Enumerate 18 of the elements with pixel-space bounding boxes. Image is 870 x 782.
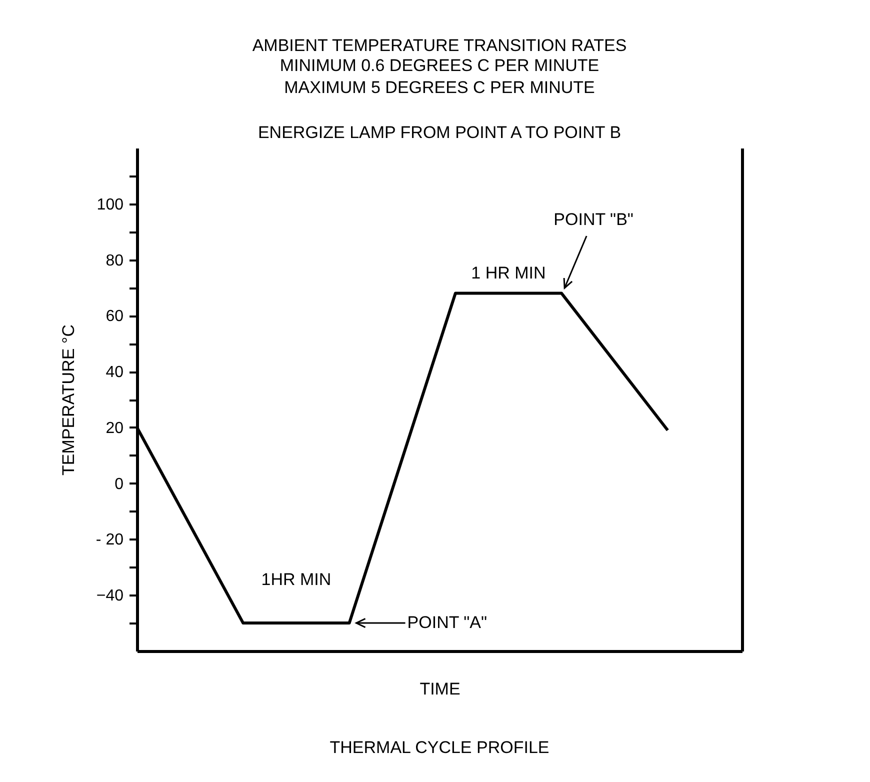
y-tick-label: 40 (106, 364, 124, 382)
y-tick-label: 80 (106, 252, 124, 270)
annotation: POINT "B" (554, 210, 634, 229)
annotation: 1HR MIN (261, 570, 332, 590)
chart-title: AMBIENT TEMPERATURE TRANSITION RATES (252, 36, 627, 55)
y-axis-title: TEMPERATURE °C (58, 324, 78, 476)
text: ENERGIZE LAMP FROM POINT A TO POINT B (258, 123, 622, 142)
x-axis-title: TIME (420, 680, 460, 698)
y-tick-label: 100 (96, 196, 124, 214)
y-tick-label: - 20 (96, 532, 124, 549)
chart-subtitle: MINIMUM 0.6 DEGREES C PER MINUTE MAXIMUM 5 DEGREES C PER MINUTE (280, 56, 600, 97)
text: THERMAL CYCLE PROFILE (330, 738, 550, 757)
y-tick-label: 60 (106, 308, 124, 326)
y-tick-label: 0 (114, 476, 124, 493)
y-tick-label: 20 (106, 420, 124, 437)
annotation: 1 HR MIN (471, 263, 546, 282)
annotation: POINT "A" (407, 613, 488, 632)
y-tick-label: −40 (96, 588, 124, 605)
